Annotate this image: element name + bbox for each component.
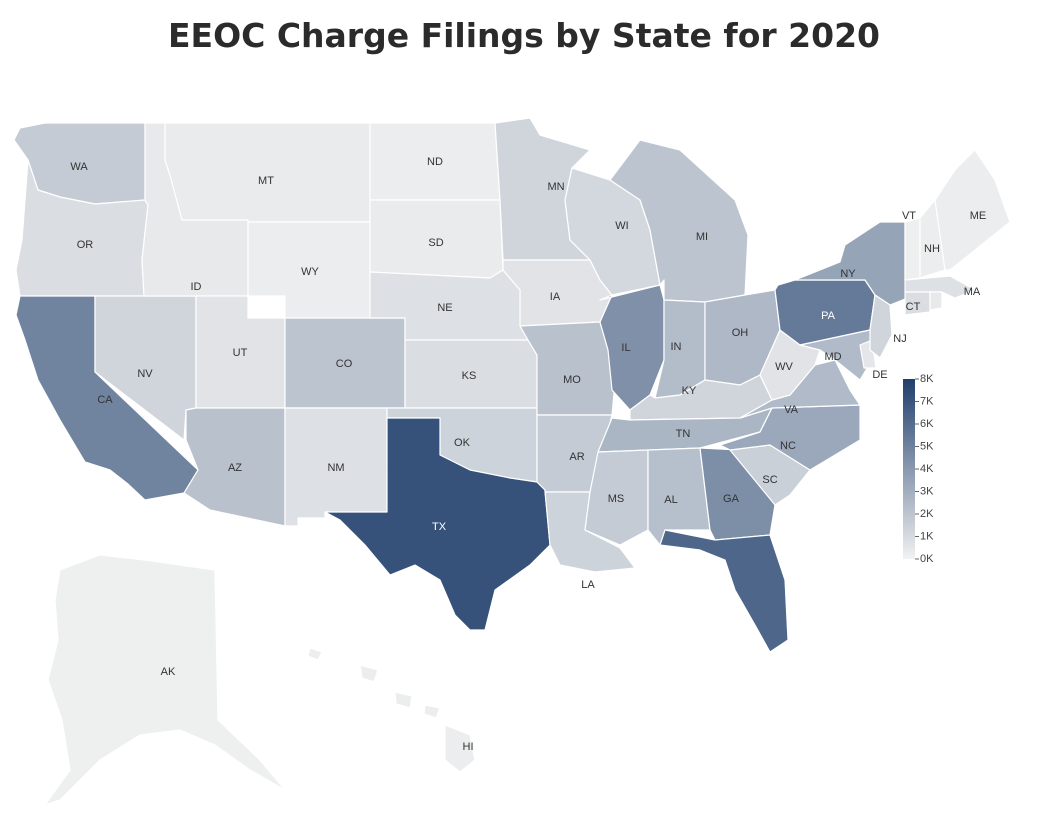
legend-tick-label: 2K xyxy=(920,508,934,520)
state-label-nm: NM xyxy=(327,462,344,474)
state-vt[interactable] xyxy=(904,217,921,281)
state-label-mi: MI xyxy=(696,231,708,243)
state-label-vt: VT xyxy=(902,210,916,222)
legend-color-bar xyxy=(903,379,915,559)
state-label-ky: KY xyxy=(682,385,697,397)
map-title: EEOC Charge Filings by State for 2020 xyxy=(167,16,881,55)
state-tx[interactable] xyxy=(324,417,551,631)
state-me[interactable] xyxy=(934,149,1011,271)
state-label-nc: NC xyxy=(780,440,796,452)
state-label-hi: HI xyxy=(463,741,474,753)
state-ca[interactable] xyxy=(15,295,199,501)
legend-tick-label: 6K xyxy=(920,418,934,430)
state-label-md: MD xyxy=(824,351,841,363)
state-label-tx: TX xyxy=(432,521,447,533)
state-label-sc: SC xyxy=(762,474,777,486)
state-label-wy: WY xyxy=(301,266,319,278)
legend-tick-label: 3K xyxy=(920,485,934,497)
state-label-al: AL xyxy=(664,494,677,506)
state-label-ia: IA xyxy=(550,291,561,303)
legend-tick-label: 5K xyxy=(920,440,934,452)
state-label-la: LA xyxy=(581,579,595,591)
state-label-mn: MN xyxy=(547,181,564,193)
state-label-pa: PA xyxy=(821,310,836,322)
state-nj[interactable] xyxy=(869,294,893,359)
state-label-ct: CT xyxy=(906,301,921,313)
state-label-nj: NJ xyxy=(893,333,906,345)
state-label-ca: CA xyxy=(97,394,113,406)
state-fl[interactable] xyxy=(659,529,789,653)
state-label-ut: UT xyxy=(233,347,248,359)
state-ri[interactable] xyxy=(929,291,943,311)
state-ma[interactable] xyxy=(904,275,976,299)
state-hi[interactable] xyxy=(307,647,476,773)
state-label-wa: WA xyxy=(70,161,88,173)
state-ak[interactable] xyxy=(44,554,286,806)
state-label-sd: SD xyxy=(428,237,443,249)
state-label-ks: KS xyxy=(462,370,477,382)
color-legend: 8K 7K 6K 5K 4K 3K 2K 1K 0K xyxy=(903,373,934,565)
state-label-de: DE xyxy=(872,369,887,381)
state-label-ma: MA xyxy=(964,286,981,298)
state-label-ak: AK xyxy=(161,666,176,678)
state-label-or: OR xyxy=(77,239,94,251)
legend-tick-label: 7K xyxy=(920,395,934,407)
legend-tick-label: 4K xyxy=(920,463,934,475)
state-label-in: IN xyxy=(671,341,682,353)
state-label-il: IL xyxy=(621,342,630,354)
state-label-nd: ND xyxy=(427,156,443,168)
state-label-wv: WV xyxy=(775,361,793,373)
state-label-az: AZ xyxy=(228,462,242,474)
state-label-ne: NE xyxy=(437,302,452,314)
state-label-me: ME xyxy=(970,210,987,222)
state-nc[interactable] xyxy=(719,404,861,471)
state-label-oh: OH xyxy=(732,327,749,339)
state-label-ok: OK xyxy=(454,437,471,449)
legend-tick-label: 0K xyxy=(920,553,934,565)
state-label-nv: NV xyxy=(137,368,153,380)
state-label-mo: MO xyxy=(563,374,581,386)
state-label-nh: NH xyxy=(924,243,940,255)
legend-tick-label: 1K xyxy=(920,530,934,542)
state-label-wi: WI xyxy=(615,220,628,232)
state-mt[interactable] xyxy=(164,122,371,223)
legend-tick-label: 8K xyxy=(920,373,934,385)
state-label-co: CO xyxy=(336,358,353,370)
state-label-ms: MS xyxy=(608,493,625,505)
state-label-fl: FL xyxy=(787,586,800,598)
state-label-mt: MT xyxy=(258,175,274,187)
state-al[interactable] xyxy=(647,447,711,546)
state-label-tn: TN xyxy=(676,428,691,440)
state-label-ny: NY xyxy=(840,268,856,280)
state-label-id: ID xyxy=(191,281,202,293)
state-label-ga: GA xyxy=(723,493,740,505)
state-label-ar: AR xyxy=(569,451,584,463)
state-label-va: VA xyxy=(784,404,799,416)
